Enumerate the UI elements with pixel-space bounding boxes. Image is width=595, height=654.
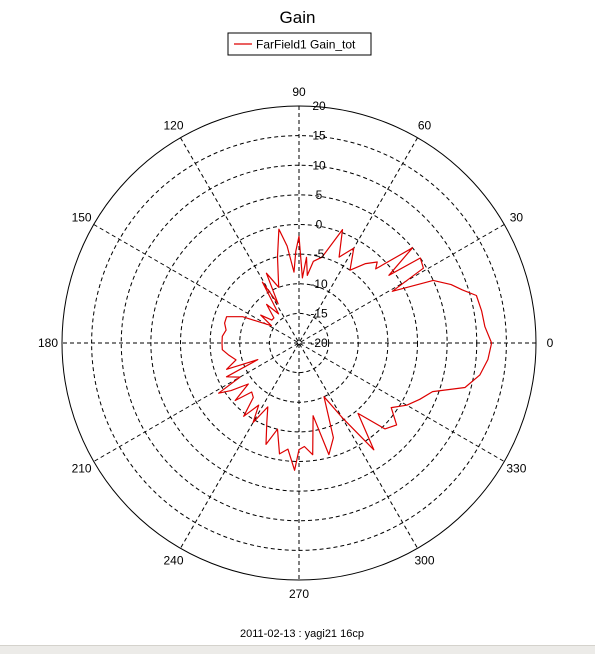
radial-tick-label: 0 bbox=[316, 218, 323, 232]
series-line-0 bbox=[218, 228, 493, 471]
angle-tick-label: 210 bbox=[72, 462, 92, 476]
angle-tick-label: 240 bbox=[163, 553, 183, 567]
angle-tick-label: 0 bbox=[547, 336, 554, 350]
angle-tick-label: 300 bbox=[414, 553, 434, 567]
angle-tick-label: 30 bbox=[510, 211, 524, 225]
radial-tick-label: -10 bbox=[310, 277, 328, 291]
legend: FarField1 Gain_tot bbox=[227, 32, 372, 56]
footer-caption: 2011-02-13 : yagi21 16cp bbox=[240, 628, 364, 640]
series-layer bbox=[218, 228, 493, 471]
angle-tick-label: 330 bbox=[506, 462, 526, 476]
chart-title: Gain bbox=[280, 8, 316, 27]
spoke-60 bbox=[180, 137, 418, 549]
grid-ring-1 bbox=[239, 283, 359, 403]
radial-tick-label: -15 bbox=[310, 306, 328, 320]
radial-tick-label: 10 bbox=[312, 158, 326, 172]
radial-tick-label: 20 bbox=[312, 99, 326, 113]
legend-label: FarField1 Gain_tot bbox=[256, 38, 356, 52]
radial-tick-label: 5 bbox=[316, 188, 323, 202]
spoke-30 bbox=[93, 224, 505, 462]
spoke-120 bbox=[180, 137, 418, 549]
window-status-strip bbox=[0, 645, 595, 654]
grid-ring-3 bbox=[180, 224, 418, 462]
angle-tick-label: 90 bbox=[292, 85, 306, 99]
radial-tick-label: -20 bbox=[310, 336, 328, 350]
angle-tick-label: 150 bbox=[72, 211, 92, 225]
radial-tick-label: -5 bbox=[314, 247, 325, 261]
spoke-150 bbox=[93, 224, 505, 462]
grid-ring-2 bbox=[209, 253, 389, 433]
angle-tick-label: 270 bbox=[289, 587, 309, 601]
legend-box bbox=[227, 32, 372, 56]
angle-tick-label: 120 bbox=[163, 119, 183, 133]
angle-tick-label: 180 bbox=[38, 336, 58, 350]
radial-tick-label: 15 bbox=[312, 129, 326, 143]
polar-grid bbox=[61, 105, 537, 581]
radial-tick-labels: -20 -15 -10 -5 0 5 10 15 20 bbox=[310, 99, 328, 350]
angle-tick-label: 60 bbox=[418, 119, 432, 133]
